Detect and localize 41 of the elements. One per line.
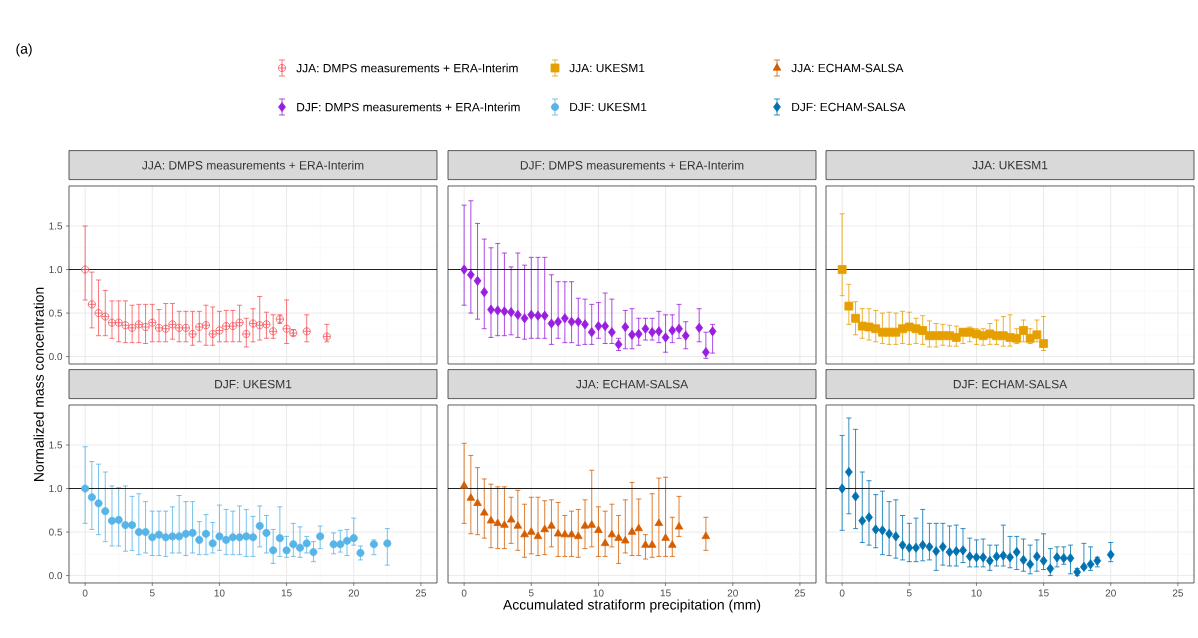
chart-title: DJF: UKESM1 bbox=[215, 379, 292, 389]
x-tick-label: 25 bbox=[794, 589, 806, 597]
y-tick-label: 0.5 bbox=[49, 528, 63, 536]
chart-title: JJA: UKESM1 bbox=[972, 160, 1048, 170]
chart-title: DJF: DMPS measurements + ERA-Interim bbox=[520, 160, 744, 170]
x-tick-label: 10 bbox=[593, 589, 604, 597]
y-tick-label: 1.5 bbox=[49, 441, 63, 449]
x-tick-label: 25 bbox=[1172, 589, 1184, 597]
y-axis-title: Normalized mass concentration bbox=[33, 287, 44, 481]
legend-label: JJA: UKESM1 bbox=[569, 63, 645, 73]
x-tick-label: 20 bbox=[1105, 589, 1116, 597]
y-tick-label: 1.0 bbox=[49, 266, 63, 274]
x-tick-label: 0 bbox=[461, 589, 467, 597]
x-tick-label: 15 bbox=[1038, 589, 1049, 597]
legend-label: JJA: DMPS measurements + ERA-Interim bbox=[296, 63, 518, 73]
x-tick-label: 5 bbox=[906, 589, 912, 597]
x-tick-label: 20 bbox=[348, 589, 359, 597]
legend-label: DJF: UKESM1 bbox=[570, 102, 647, 112]
chart-title: JJA: ECHAM-SALSA bbox=[576, 379, 689, 389]
legend-label: JJA: ECHAM-SALSA bbox=[791, 63, 904, 73]
x-tick-label: 15 bbox=[660, 589, 671, 597]
x-tick-label: 0 bbox=[82, 589, 88, 597]
text: (a) bbox=[16, 43, 32, 57]
x-tick-label: 10 bbox=[971, 589, 982, 597]
x-tick-label: 20 bbox=[727, 589, 738, 597]
legend-label: DJF: ECHAM-SALSA bbox=[792, 102, 906, 112]
chart-title: JJA: DMPS measurements + ERA-Interim bbox=[142, 160, 364, 170]
x-axis-title: Accumulated stratiform precipitation (mm) bbox=[502, 599, 761, 613]
y-tick-label: 0.0 bbox=[49, 572, 63, 580]
x-tick-label: 5 bbox=[528, 589, 534, 597]
legend-label: DJF: DMPS measurements + ERA-Interim bbox=[297, 102, 520, 112]
x-tick-label: 5 bbox=[149, 589, 155, 597]
y-tick-label: 0.5 bbox=[49, 309, 63, 317]
x-tick-label: 10 bbox=[214, 589, 225, 597]
x-tick-label: 25 bbox=[415, 589, 427, 597]
x-tick-label: 15 bbox=[281, 589, 292, 597]
y-tick-label: 0.0 bbox=[49, 353, 63, 361]
y-tick-label: 1.5 bbox=[49, 222, 63, 230]
chart-title: DJF: ECHAM-SALSA bbox=[953, 379, 1068, 389]
x-tick-label: 0 bbox=[839, 589, 845, 597]
y-tick-label: 1.0 bbox=[49, 485, 63, 493]
